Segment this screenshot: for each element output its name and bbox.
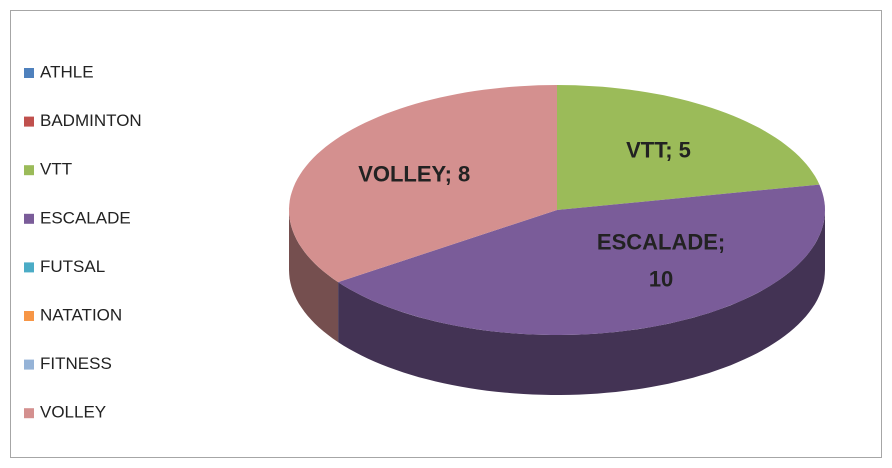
pie-tops: VTT; 5 ESCALADE; 10 VOLLEY; 8 — [289, 85, 825, 335]
legend-swatch — [24, 408, 34, 419]
pie-slice — [557, 85, 820, 210]
legend-label: BADMINTON — [40, 111, 142, 130]
data-label: VOLLEY; 8 — [358, 161, 470, 186]
legend-swatch — [24, 116, 34, 127]
pie-side — [289, 210, 339, 343]
pie-side — [338, 210, 825, 395]
legend-swatch — [24, 359, 34, 370]
legend-label: VTT — [40, 160, 72, 179]
legend: ATHLE BADMINTON VTT ESCALADE FUTSAL NATATION F… — [24, 62, 142, 422]
legend-swatch — [24, 213, 34, 224]
legend-label: ATHLE — [40, 62, 94, 81]
pie-slice — [338, 184, 825, 335]
legend-label: ESCALADE — [40, 208, 131, 227]
legend-swatch — [24, 262, 34, 273]
data-label: ESCALADE; 10 — [597, 229, 725, 291]
legend-label: FUTSAL — [40, 257, 105, 276]
pie-slice — [289, 85, 557, 283]
pie-sides — [289, 210, 825, 395]
legend-label: NATATION — [40, 305, 122, 324]
legend-swatch — [24, 165, 34, 176]
legend-label: VOLLEY — [40, 403, 106, 422]
legend-label: FITNESS — [40, 354, 112, 373]
pie-slice — [338, 210, 557, 283]
legend-swatch — [24, 68, 34, 78]
data-label: VTT; 5 — [626, 138, 691, 163]
legend-swatch — [24, 311, 34, 321]
